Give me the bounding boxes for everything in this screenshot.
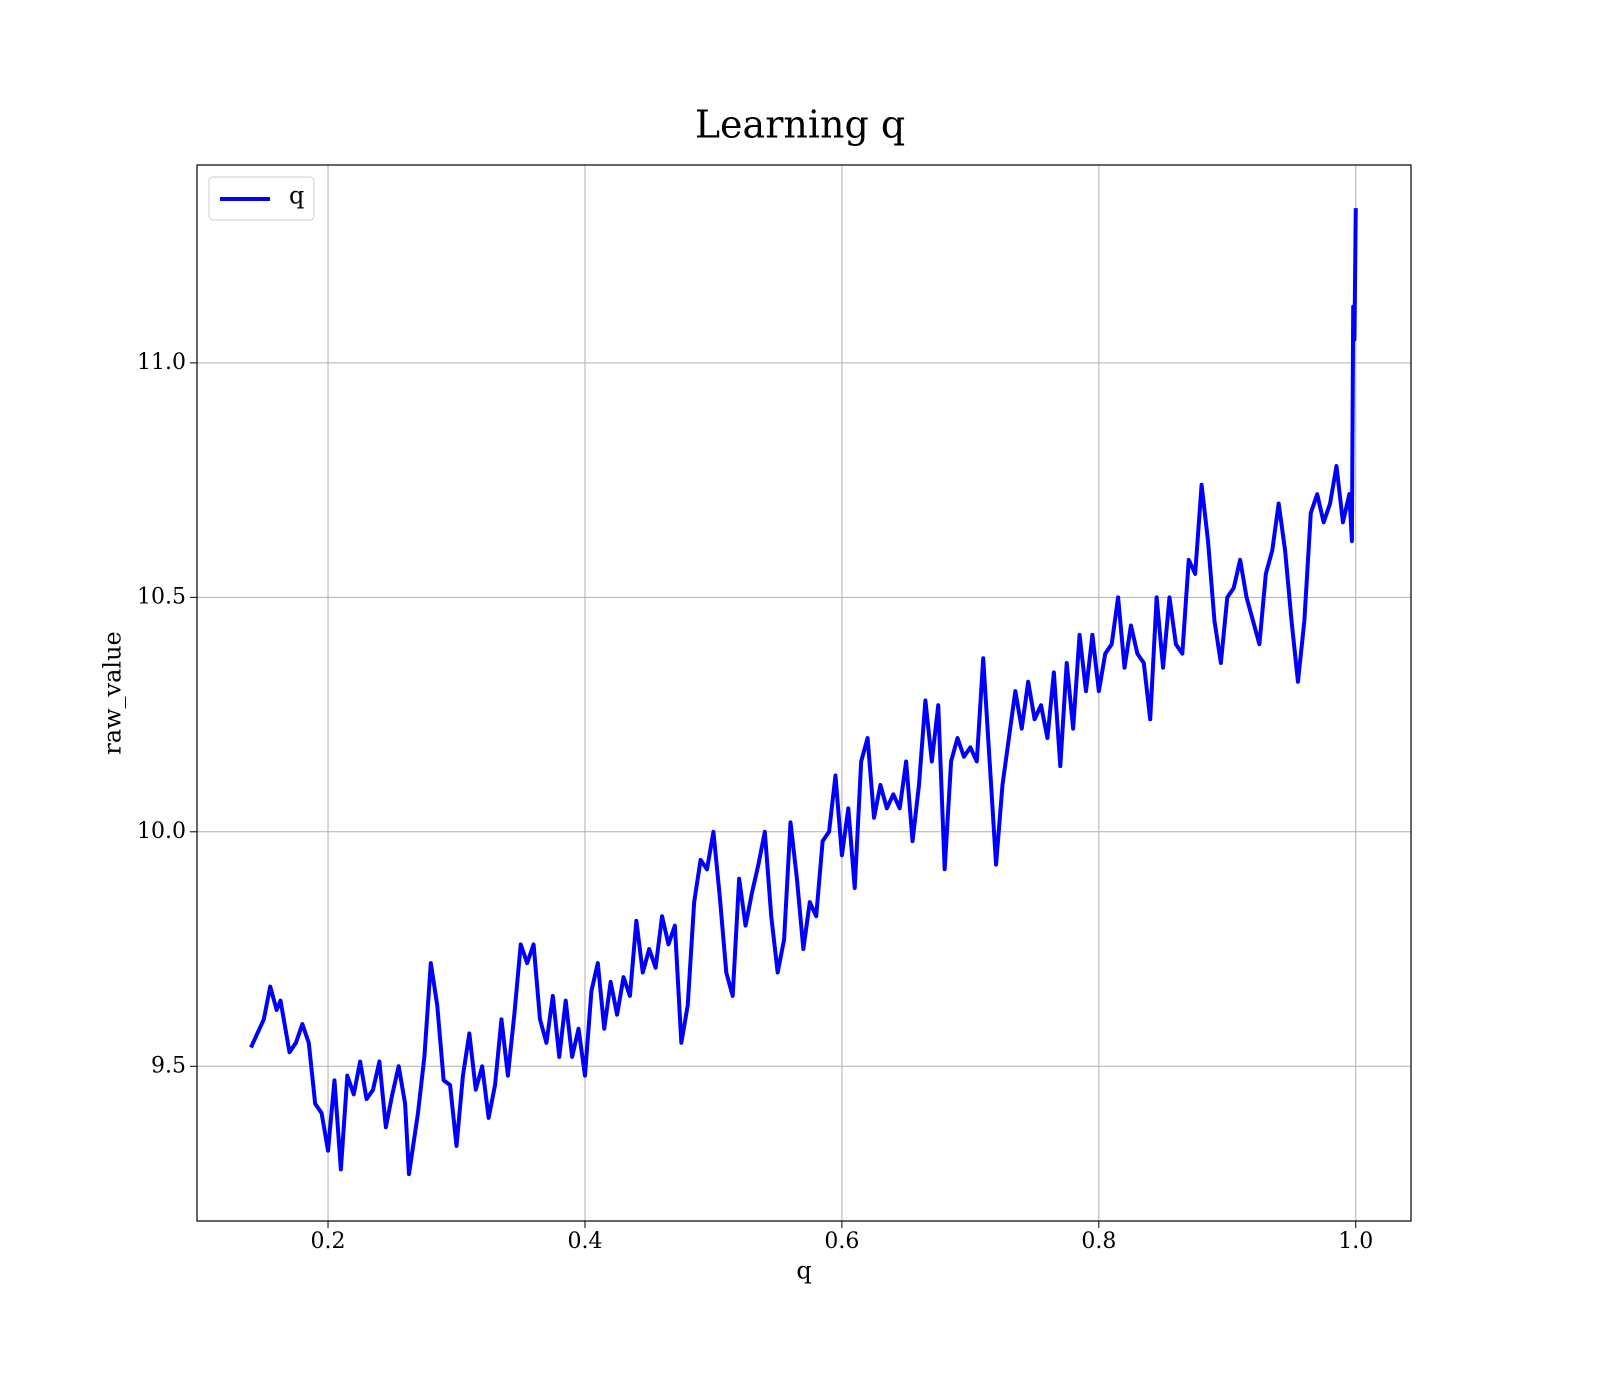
plot-frame	[196, 164, 1412, 1222]
legend-label: q	[289, 182, 304, 210]
y-axis-label: raw_value	[99, 631, 127, 755]
chart-title: Learning q	[695, 103, 905, 147]
x-tick-label: 0.6	[824, 1229, 859, 1254]
x-tick-label: 0.4	[567, 1229, 602, 1254]
data-line	[249, 208, 1358, 1177]
x-tick-label: 1.0	[1338, 1229, 1373, 1254]
y-tick-label: 11.0	[137, 350, 186, 375]
y-tick-label: 10.5	[137, 584, 186, 609]
y-tick-label: 10.0	[137, 819, 186, 844]
y-tick-label: 9.5	[151, 1053, 186, 1078]
x-axis-label: q	[796, 1257, 811, 1285]
x-tick-label: 0.8	[1081, 1229, 1116, 1254]
x-tick-label: 0.2	[311, 1229, 346, 1254]
